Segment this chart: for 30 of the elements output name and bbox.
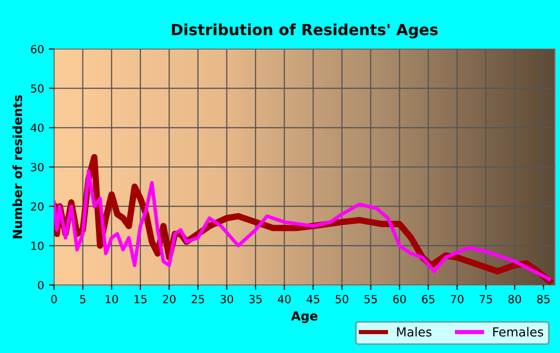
y-tick-label: 60 [30, 44, 44, 54]
x-tick-label: 55 [364, 295, 377, 304]
y-tick-label: 40 [30, 124, 44, 132]
y-tick-label: 20 [30, 202, 44, 211]
x-tick-label: 5 [80, 295, 86, 304]
x-tick-label: 20 [162, 294, 176, 304]
x-axis-title: Age [291, 311, 318, 324]
x-tick-label: 85 [537, 294, 550, 304]
x-tick-label: 10 [106, 294, 118, 304]
x-tick-label: 45 [306, 295, 320, 304]
legend-label: Females [493, 326, 544, 337]
y-tick-label: 30 [30, 162, 44, 172]
x-tick-label: 25 [192, 294, 204, 304]
x-tick-label: 80 [508, 294, 522, 304]
x-tick-label: 70 [450, 294, 464, 304]
x-tick-label: 60 [393, 294, 406, 304]
legend-label: Males [397, 326, 432, 337]
x-tick-label: 75 [480, 295, 492, 304]
x-tick-label: 30 [220, 294, 234, 304]
chart-title: Distribution of Residents' Ages [172, 24, 438, 38]
x-tick-label: 50 [336, 294, 348, 304]
x-tick-label: 65 [422, 294, 434, 304]
y-axis-title: Number of residents [12, 95, 22, 238]
x-tick-label: 15 [134, 295, 146, 304]
y-tick-label: 50 [30, 84, 44, 93]
y-tick-label: 10 [31, 242, 44, 250]
x-tick-label: 0 [51, 294, 57, 304]
y-tick-label: 0 [38, 280, 44, 290]
x-tick-label: 35 [249, 294, 262, 304]
x-tick-label: 40 [278, 294, 291, 304]
